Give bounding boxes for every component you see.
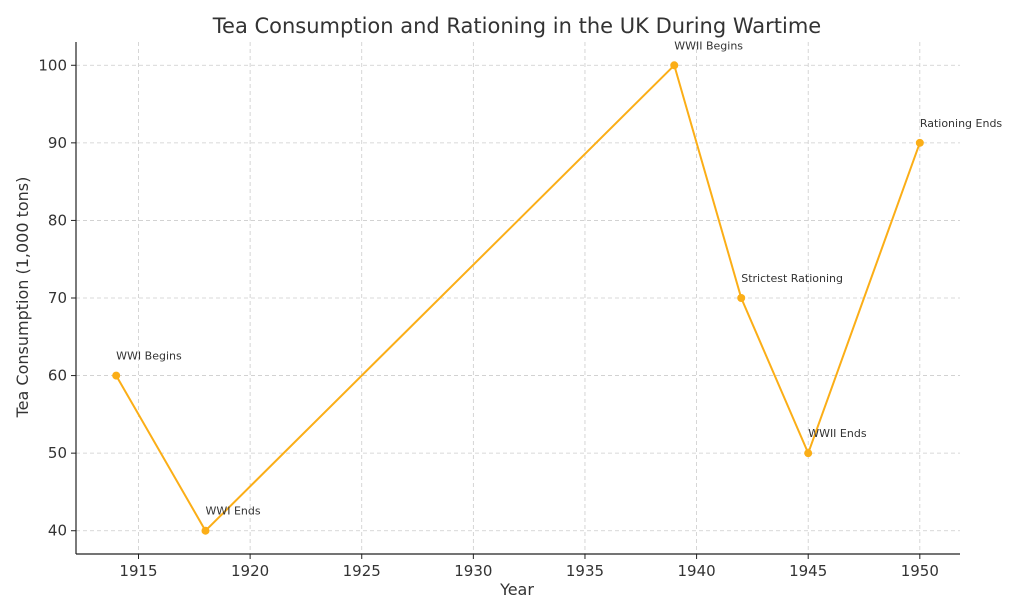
annotations: WWI Begins WWI Ends WWII Begins Strictest R… <box>116 39 1002 517</box>
y-tick-label: 70 <box>48 289 67 307</box>
y-tick-label: 40 <box>48 522 67 540</box>
x-tick-label: 1920 <box>231 562 269 580</box>
annotation-label: WWI Begins <box>116 350 182 363</box>
data-point <box>112 371 121 380</box>
data-point <box>804 449 813 458</box>
x-tick-label: 1930 <box>454 562 492 580</box>
y-tick-label: 80 <box>48 211 67 229</box>
annotation-label: Rationing Ends <box>920 117 1003 130</box>
x-tick-label: 1950 <box>901 562 939 580</box>
data-point <box>915 138 924 147</box>
chart-title: Tea Consumption and Rationing in the UK … <box>212 14 821 38</box>
annotation-label: WWII Begins <box>674 39 743 52</box>
x-tick-label: 1925 <box>343 562 381 580</box>
series <box>112 61 924 535</box>
x-axis-label: Year <box>499 580 534 599</box>
axes: 1915 1920 1925 1930 1935 1940 1945 1950 40 50 60 70… <box>38 42 960 580</box>
x-tick-label: 1945 <box>789 562 827 580</box>
annotation-label: WWII Ends <box>808 427 867 440</box>
series-line <box>115 64 921 532</box>
x-tick-label: 1935 <box>566 562 604 580</box>
data-point <box>670 61 679 70</box>
y-tick-label: 90 <box>48 134 67 152</box>
grid <box>76 42 960 554</box>
x-tick-label: 1915 <box>119 562 157 580</box>
data-point <box>737 294 746 302</box>
y-tick-label: 60 <box>48 367 67 385</box>
y-tick-label: 50 <box>48 444 67 462</box>
y-axis-label: Tea Consumption (1,000 tons) <box>13 177 32 419</box>
x-tick-label: 1940 <box>677 562 715 580</box>
data-point <box>201 526 210 535</box>
annotation-label: Strictest Rationing <box>741 272 843 285</box>
y-tick-label: 100 <box>38 56 67 74</box>
annotation-label: WWI Ends <box>205 505 260 518</box>
